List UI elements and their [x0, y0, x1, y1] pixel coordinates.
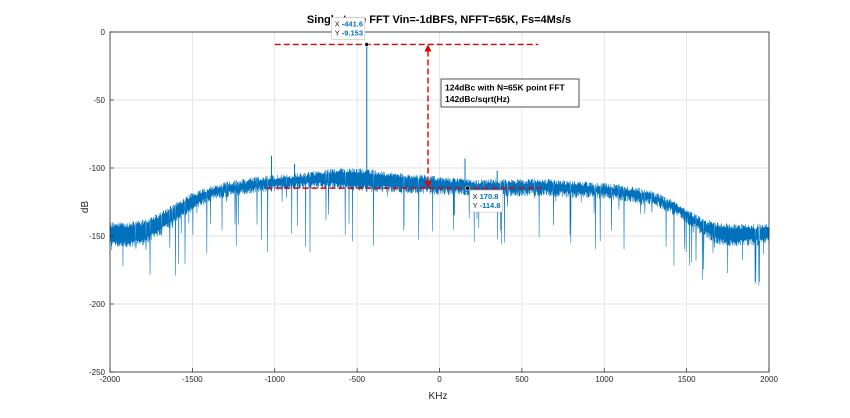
datatip-box — [469, 189, 503, 213]
x-tick-label: 0 — [437, 375, 442, 384]
x-axis-label: KHz — [429, 391, 448, 402]
annotation-line-1: 124dBc with N=65K point FFT — [445, 83, 566, 93]
chart-title: Single tone FFT Vin=-1dBFS, NFFT=65K, Fs… — [307, 14, 571, 26]
datatip-marker — [465, 185, 470, 191]
datatip-marker — [364, 42, 370, 47]
datatip-y-value: -9.153 — [342, 28, 363, 37]
arrow-head-top — [424, 44, 432, 52]
datatip-x-label: X — [335, 19, 340, 28]
reference-lines — [266, 43, 542, 189]
x-tick-label: -500 — [349, 375, 366, 384]
y-tick-label: -50 — [93, 96, 105, 105]
x-tick-label: -2000 — [100, 375, 121, 384]
noise-floor-line — [109, 168, 770, 286]
datatip-y-value: -114.8 — [480, 201, 501, 210]
axis-ticks: -2000 -1500 -1000 -500 0 500 1000 1500 2000 0 -50 -… — [89, 28, 778, 384]
x-tick-label: 2000 — [760, 375, 778, 384]
x-tick-label: -1500 — [182, 375, 203, 384]
y-tick-label: -100 — [89, 164, 106, 173]
y-tick-label: 0 — [101, 28, 106, 37]
datatip-box — [331, 17, 366, 40]
arrow-head-bottom — [424, 181, 432, 189]
annotation-line-2: 142dBc/sqrt(Hz) — [445, 94, 510, 104]
datatip-x-label: X — [473, 192, 478, 201]
annotation-box: 124dBc with N=65K point FFT 142dBc/sqrt(… — [440, 78, 580, 108]
x-tick-label: 1000 — [595, 375, 613, 384]
x-tick-label: 500 — [515, 375, 529, 384]
datatip-y-label: Y — [473, 201, 478, 210]
x-tick-label: -1000 — [265, 375, 286, 384]
y-tick-label: -200 — [89, 300, 106, 309]
y-tick-label: -150 — [89, 232, 106, 241]
datatip-x-value: -441.6 — [342, 19, 363, 28]
y-axis-label: dB — [80, 201, 91, 214]
annotation-frame — [440, 78, 580, 108]
x-tick-label: 1500 — [678, 375, 696, 384]
y-tick-label: -250 — [89, 368, 106, 377]
datatip-x-value: 170.8 — [480, 192, 499, 201]
plot-area: -2000 -1500 -1000 -500 0 500 1000 1500 2000 0 -50 -… — [89, 17, 778, 384]
datatip-y-label: Y — [335, 28, 340, 37]
